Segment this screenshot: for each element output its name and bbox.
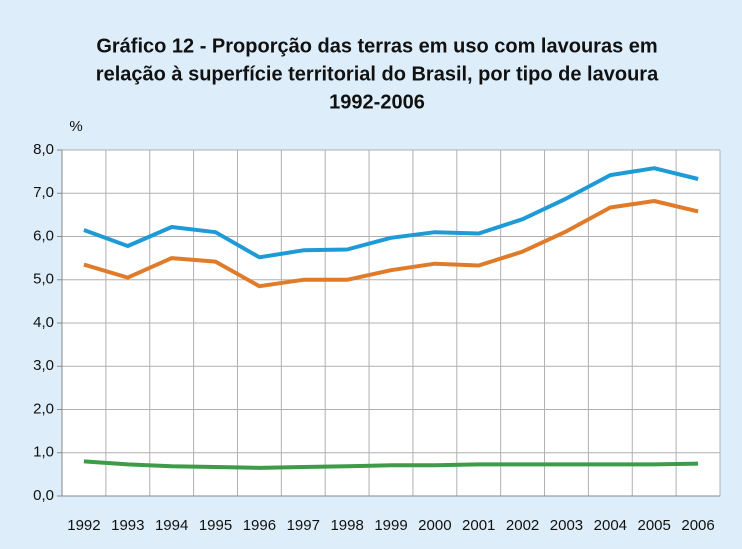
x-tick-label: 1996 — [243, 517, 276, 534]
x-tick-label: 2000 — [418, 517, 451, 534]
x-tick-label: 1994 — [155, 517, 188, 534]
x-tick-label: 1997 — [287, 517, 320, 534]
y-tick-label: 2,0 — [33, 400, 54, 417]
x-tick-label: 2005 — [638, 517, 671, 534]
x-tick-label: 2006 — [681, 517, 714, 534]
series-line — [83, 459, 699, 470]
y-axis-label: % — [69, 118, 82, 135]
x-tick-label: 1992 — [67, 517, 100, 534]
x-tick-label: 1995 — [199, 517, 232, 534]
series-line — [83, 199, 699, 289]
y-tick-label: 4,0 — [33, 314, 54, 331]
y-tick-label: 7,0 — [33, 184, 54, 201]
x-tick-label: 1999 — [374, 517, 407, 534]
y-tick-label: 3,0 — [33, 357, 54, 374]
x-tick-label: 2001 — [462, 517, 495, 534]
x-tick-label: 1998 — [330, 517, 363, 534]
y-tick-label: 0,0 — [33, 487, 54, 504]
chart-title: relação à superfície territorial do Bras… — [96, 63, 659, 85]
y-tick-label: 6,0 — [33, 227, 54, 244]
y-tick-label: 5,0 — [33, 271, 54, 288]
y-tick-label: 8,0 — [33, 141, 54, 158]
x-tick-label: 2003 — [550, 517, 583, 534]
chart-title: 1992-2006 — [329, 91, 425, 113]
x-tick-label: 2002 — [506, 517, 539, 534]
x-tick-label: 1993 — [111, 517, 144, 534]
x-tick-label: 2004 — [594, 517, 627, 534]
series-line — [83, 166, 699, 260]
y-tick-label: 1,0 — [33, 444, 54, 461]
chart-title: Gráfico 12 - Proporção das terras em uso… — [96, 35, 657, 57]
